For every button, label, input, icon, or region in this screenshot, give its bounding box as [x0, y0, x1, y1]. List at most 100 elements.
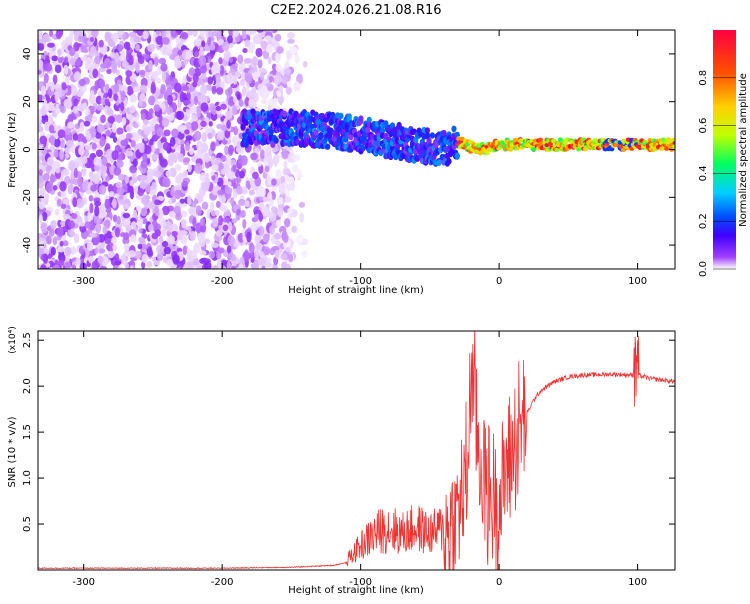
heatmap-cell [106, 242, 115, 253]
heatmap-cell [424, 127, 431, 134]
heatmap-cell [108, 88, 113, 99]
heatmap-cell [55, 168, 61, 174]
heatmap-cell [203, 238, 210, 244]
heatmap-cell [153, 170, 162, 178]
snr-x-tick-label: -100 [349, 577, 372, 588]
heatmap-cell [244, 200, 250, 208]
heatmap-cell [77, 35, 83, 43]
snr-x-tick-label: 100 [628, 577, 647, 588]
heatmap-cell [174, 55, 181, 67]
heatmap-cell [238, 99, 244, 107]
heatmap-cell [96, 171, 102, 177]
heatmap-cell [224, 184, 230, 195]
heatmap-cell [41, 160, 48, 166]
heatmap-cell [290, 46, 298, 55]
heatmap-cell [294, 54, 300, 64]
heatmap-cell [284, 218, 291, 228]
heatmap-cell [125, 132, 133, 139]
heatmap-cell [73, 71, 81, 82]
heatmap-cell [88, 255, 95, 264]
heatmap-cell [183, 263, 190, 269]
heatmap-cell [199, 84, 208, 95]
heatmap-cell [41, 113, 49, 125]
heatmap-cell [80, 44, 85, 53]
heatmap-cell [91, 30, 99, 38]
heatmap-cell [261, 98, 268, 105]
heatmap-cell [275, 55, 280, 64]
heatmap-cell [54, 64, 62, 74]
heatmap-cell [176, 110, 185, 121]
heatmap-cell [156, 244, 163, 254]
heatmap-cell [61, 82, 67, 91]
heatmap-cell [359, 144, 366, 151]
heatmap-cell [161, 240, 169, 248]
colorbar-tick-label: 0.4 [698, 165, 709, 181]
heatmap-cell [194, 163, 203, 174]
heatmap-cell [158, 153, 163, 161]
heatmap-cell [254, 147, 260, 154]
heatmap-cell [274, 33, 282, 42]
heatmap-cell [237, 54, 244, 64]
heatmap-cell [217, 247, 225, 254]
heatmap-cell [93, 157, 100, 167]
heatmap-cell [104, 98, 110, 106]
heatmap-cell [75, 257, 81, 266]
spectrogram-x-tick-label: -200 [211, 276, 234, 287]
heatmap-cell [151, 181, 157, 190]
heatmap-cell [149, 138, 154, 146]
heatmap-cell [119, 198, 124, 206]
heatmap-cell [201, 131, 207, 143]
heatmap-cell [215, 30, 222, 41]
heatmap-cell [263, 261, 272, 268]
heatmap-cell [288, 253, 294, 263]
heatmap-cell [98, 184, 107, 195]
heatmap-cell [286, 32, 295, 39]
heatmap-cell [122, 203, 130, 210]
heatmap-cell [107, 115, 116, 124]
heatmap-cell [160, 45, 169, 56]
heatmap-cell [184, 141, 191, 152]
heatmap-cell [38, 125, 44, 133]
spectrogram-x-tick-label: 100 [628, 276, 647, 287]
heatmap-cell [188, 206, 196, 215]
heatmap-cell [52, 264, 61, 269]
heatmap-cell [278, 85, 283, 93]
heatmap-cell [175, 212, 182, 221]
heatmap-cell [260, 40, 268, 50]
heatmap-cell [46, 182, 52, 194]
heatmap-cell [201, 40, 206, 48]
heatmap-cell [117, 44, 123, 52]
heatmap-cell [192, 217, 197, 228]
heatmap-cell [133, 250, 142, 259]
heatmap-cell [114, 52, 120, 63]
heatmap-cell [57, 246, 65, 253]
heatmap-cell [266, 43, 274, 54]
heatmap-cell [125, 150, 134, 157]
snr-y-tick-label: 1.5 [22, 424, 33, 440]
heatmap-cell [222, 74, 231, 84]
heatmap-cell [113, 166, 122, 176]
heatmap-cell [39, 135, 48, 145]
heatmap-cell [214, 64, 221, 73]
heatmap-cell [132, 209, 138, 220]
heatmap-cell [146, 260, 153, 268]
heatmap-cell [383, 132, 389, 140]
heatmap-cell [100, 114, 106, 124]
heatmap-cell [43, 72, 49, 84]
heatmap-cell [84, 221, 92, 229]
heatmap-cell [220, 265, 225, 269]
heatmap-cell [77, 176, 83, 188]
heatmap-cell [173, 155, 178, 164]
heatmap-cell [49, 30, 54, 38]
heatmap-cell [169, 136, 176, 147]
snr-y-label: SNR (10 * v/v) [7, 416, 18, 487]
snr-y-tick-label: 2.0 [22, 378, 33, 394]
heatmap-cell [219, 65, 225, 76]
snr-y-tick-label: 0.5 [22, 516, 33, 532]
heatmap-cell [116, 127, 124, 135]
spectrogram-y-tick-label: -20 [22, 189, 33, 205]
heatmap-cell [122, 33, 127, 42]
spectrogram-y-tick-label: -40 [22, 237, 33, 253]
heatmap-cell [199, 172, 207, 182]
heatmap-cell [154, 199, 162, 206]
